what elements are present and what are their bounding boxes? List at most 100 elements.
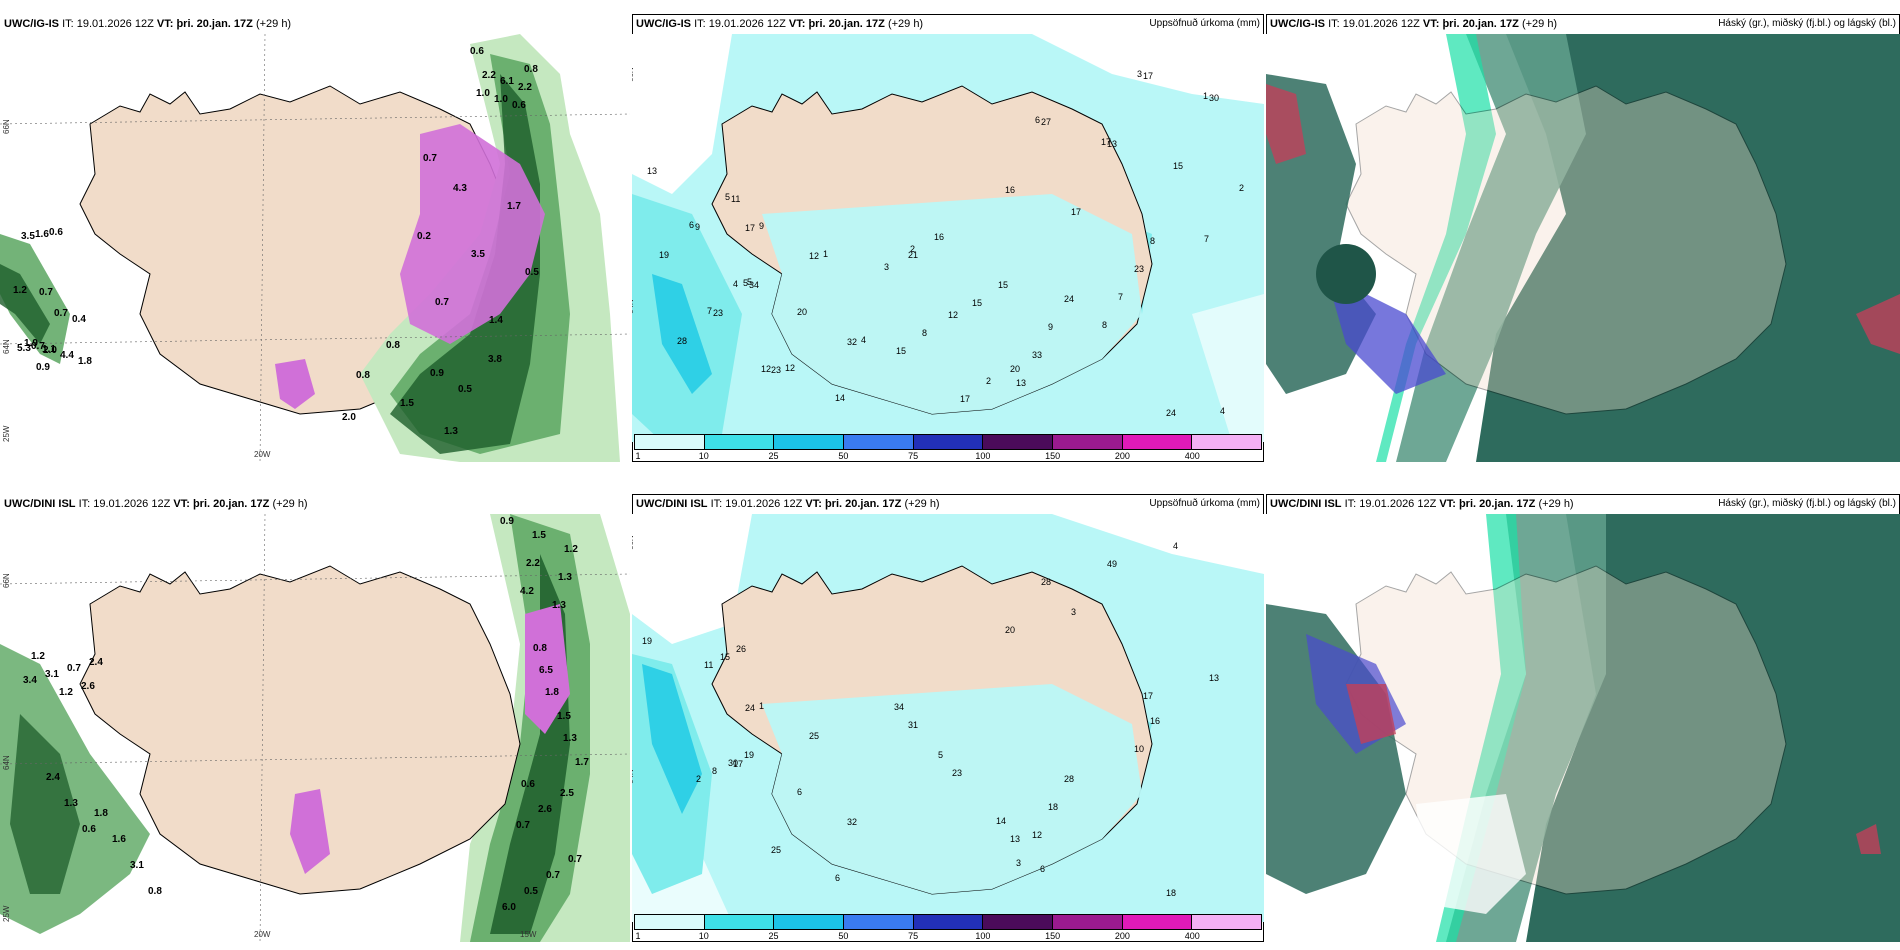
panel-cloud-ig-is: UWC/IG-IS IT: 19.01.2026 12Z VT: þri. 20… [1266, 14, 1900, 462]
value-label: 1.2 [13, 285, 27, 296]
value-label: 3 [1071, 607, 1076, 617]
value-label: 1.8 [545, 687, 559, 698]
value-label: 9 [759, 221, 764, 231]
model-name: UWC/IG-IS [1270, 18, 1325, 30]
panel-header: UWC/IG-IS IT: 19.01.2026 12Z VT: þri. 20… [634, 18, 926, 30]
value-label: 4.3 [453, 183, 467, 194]
lat-label-66: 66N [632, 67, 635, 82]
green-edge [1436, 514, 1526, 942]
value-label: 6.0 [502, 902, 516, 913]
value-label: 1.7 [507, 201, 521, 212]
value-label: 13 [1010, 834, 1020, 844]
colorbar-segment [635, 435, 705, 449]
value-label: 4 [1220, 406, 1225, 416]
value-label: 34 [894, 702, 904, 712]
value-label: 1.5 [557, 711, 571, 722]
value-label: 0.5 [458, 384, 472, 395]
value-label: 0.5 [524, 886, 538, 897]
value-label: 15 [720, 652, 730, 662]
value-label: 12 [1032, 830, 1042, 840]
value-label: 0.7 [546, 870, 560, 881]
value-label: 1.7 [575, 757, 589, 768]
value-label: 0.7 [31, 341, 45, 352]
value-label: 6 [689, 220, 694, 230]
value-label: 1.3 [558, 572, 572, 583]
value-label: 26 [736, 644, 746, 654]
value-label: 3.1 [45, 669, 59, 680]
value-label: 15 [972, 298, 982, 308]
it-label: IT: [1328, 18, 1340, 30]
it-label: IT: [1344, 498, 1357, 510]
value-label: 17 [1071, 207, 1081, 217]
colorbar [634, 914, 1262, 930]
lat-label-64: 64N [632, 769, 635, 784]
value-label: 7 [707, 306, 712, 316]
magenta-area-small [275, 359, 315, 409]
value-label: 28 [677, 336, 687, 346]
value-label: 0.6 [521, 779, 535, 790]
green-band-west-dark [0, 264, 50, 344]
panel-wind-dini: UWC/DINI ISL IT: 19.01.2026 12Z VT: þri.… [0, 494, 630, 942]
value-label: 1.3 [64, 798, 78, 809]
cloud-mid-band [1396, 34, 1586, 462]
it-value: 19.01.2026 12Z [725, 498, 803, 510]
value-label: 9 [695, 222, 700, 232]
colorbar-segment [844, 435, 914, 449]
colorbar-tick-label: 25 [768, 451, 779, 461]
value-label: 12 [785, 363, 795, 373]
value-label: 1.8 [94, 808, 108, 819]
colorbar-segment [704, 435, 775, 449]
vt-value: þri. 20.jan. 17Z [808, 18, 885, 30]
value-label: 0.8 [533, 643, 547, 654]
panel-precip-ig-is: UWC/IG-IS IT: 19.01.2026 12Z VT: þri. 20… [632, 14, 1264, 462]
value-label: 7 [1118, 292, 1123, 302]
colorbar-tick-label: 50 [838, 931, 849, 941]
value-label: 49 [1107, 559, 1117, 569]
colorbar-ticks: 1 10 25 50 75 100 150 200 400 [634, 451, 1262, 462]
value-label: 13 [647, 166, 657, 176]
value-label: 1.0 [494, 94, 508, 105]
value-label: 33 [1032, 350, 1042, 360]
colorbar-segment [913, 435, 984, 449]
value-label: 23 [1134, 264, 1144, 274]
lat-label-66: 66N [632, 535, 635, 550]
value-label: 2 [986, 376, 991, 386]
it-value: 19.01.2026 12Z [1342, 18, 1420, 30]
precip-band-west-strong [642, 664, 702, 814]
value-label: 0.2 [417, 231, 431, 242]
value-label: 25 [809, 731, 819, 741]
lead-time: (+29 h) [272, 498, 308, 510]
value-label: 2.0 [342, 412, 356, 423]
colorbar-tick-label: 200 [1114, 931, 1130, 941]
it-value: 19.01.2026 12Z [93, 498, 171, 510]
panel-header: UWC/IG-IS IT: 19.01.2026 12Z VT: þri. 20… [1268, 18, 1560, 30]
colorbar-tick-label: 10 [698, 451, 709, 461]
model-name: UWC/DINI ISL [636, 498, 708, 510]
value-label: 4 [733, 279, 738, 289]
value-label: 0.6 [82, 824, 96, 835]
value-label: 2.2 [482, 70, 496, 81]
colorbar-tick-label: 400 [1184, 451, 1200, 461]
value-label: 8 [922, 328, 927, 338]
value-label: 24 [1166, 408, 1176, 418]
value-label: 6 [835, 873, 840, 883]
value-label: 2.6 [81, 681, 95, 692]
value-label: 0.7 [516, 820, 530, 831]
vt-label: VT: [1422, 18, 1440, 30]
colorbar-tick-label: 75 [908, 451, 919, 461]
value-label: 9 [1048, 322, 1053, 332]
value-label: 6 [1040, 864, 1045, 874]
value-label: 28 [1041, 577, 1051, 587]
value-label: 4 [1173, 541, 1178, 551]
value-label: 2.6 [538, 804, 552, 815]
value-label: 1.3 [552, 600, 566, 611]
panel-header: UWC/DINI ISL IT: 19.01.2026 12Z VT: þri.… [1268, 498, 1576, 510]
panel-title: Uppsöfnuð úrkoma (mm) [1149, 498, 1260, 509]
wind-labels-top: 0.60.70.80.60.40.60.50.50.70.71.01.71.51… [13, 46, 539, 437]
value-label: 2 [1239, 183, 1244, 193]
vt-label: VT: [156, 18, 174, 30]
value-label: 5.3 [17, 343, 31, 354]
value-label: 2.2 [518, 82, 532, 93]
green-band-west-dark [10, 714, 80, 894]
colorbar-tick-label: 1 [635, 931, 641, 941]
